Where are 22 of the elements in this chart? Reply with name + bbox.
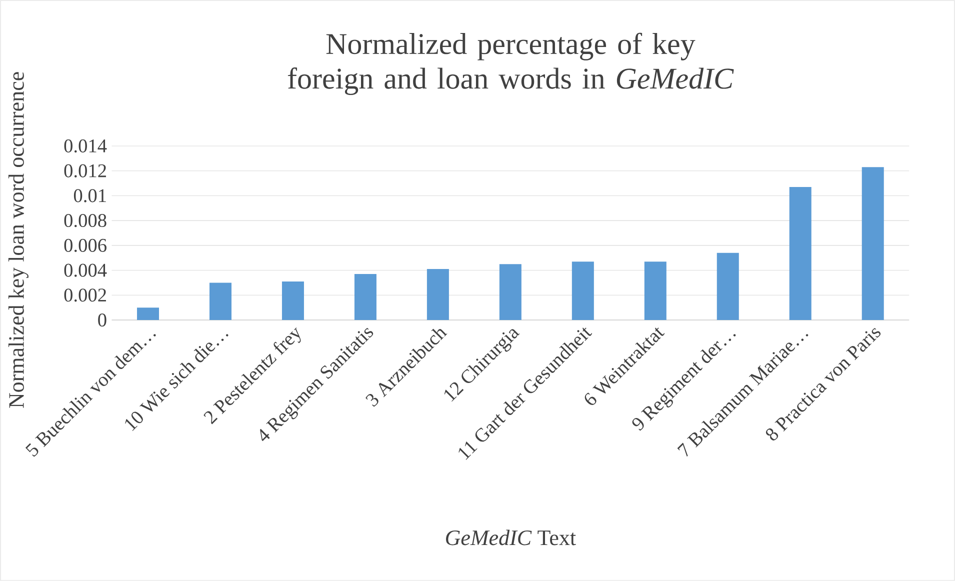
bar [789, 187, 812, 320]
bar [209, 282, 232, 320]
bar [644, 262, 666, 320]
bar [282, 281, 304, 320]
bar [716, 252, 739, 320]
y-tick-label: 0.014 [64, 139, 107, 153]
y-tick-label: 0 [98, 313, 106, 327]
y-tick-label: 0.01 [74, 189, 106, 202]
y-axis-title: Normalized key loan word occurrence [8, 72, 28, 408]
chart-title: Normalized percentage of key foreign and loan words in GeMedIC [288, 32, 734, 96]
bar [426, 269, 449, 320]
y-tick-label: 0.008 [64, 214, 106, 228]
bar [137, 308, 159, 320]
bar [572, 262, 594, 320]
y-tick-label: 0.002 [64, 288, 106, 302]
bar [499, 264, 522, 320]
y-tick-label: 0.006 [64, 238, 106, 252]
y-tick-label: 0.004 [64, 264, 107, 277]
x-axis-title: GeMedIC Text [446, 530, 576, 546]
y-tick-label: 0.012 [64, 164, 106, 178]
bar [862, 167, 884, 320]
bar [354, 274, 376, 320]
